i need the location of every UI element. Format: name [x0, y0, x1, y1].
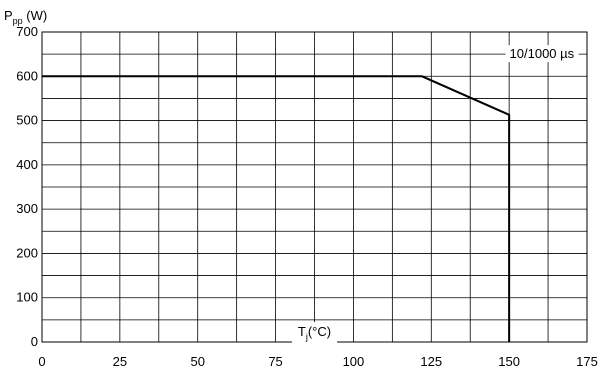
- pulse-annotation: 10/1000 µs: [510, 46, 575, 61]
- y-tick-label: 700: [16, 24, 38, 39]
- annotation-background: [505, 45, 579, 63]
- y-axis-label: Ppp (W): [4, 8, 47, 26]
- y-tick-label: 200: [16, 245, 38, 260]
- derating-curve: [42, 75, 511, 342]
- y-tick-label: 0: [31, 334, 38, 349]
- x-tick-labels: 0 25 50 75 100 125 150 175: [38, 354, 597, 369]
- x-tick-label: 175: [576, 354, 598, 369]
- y-tick-label: 500: [16, 113, 38, 128]
- x-tick-label: 0: [38, 354, 45, 369]
- series-layer: [42, 75, 511, 342]
- x-tick-label: 50: [190, 354, 204, 369]
- x-tick-label: 25: [113, 354, 127, 369]
- x-tick-label: 125: [420, 354, 442, 369]
- x-axis-label: Tj(°C): [298, 324, 331, 342]
- x-tick-label: 150: [498, 354, 520, 369]
- y-tick-label: 300: [16, 201, 38, 216]
- y-tick-label: 400: [16, 157, 38, 172]
- x-tick-label: 75: [268, 354, 282, 369]
- grid: [42, 32, 587, 342]
- y-tick-labels: 0 100 200 300 400 500 600 700: [16, 24, 38, 349]
- x-axis-label-background: [291, 322, 338, 345]
- y-tick-label: 600: [16, 68, 38, 83]
- x-tick-label: 100: [343, 354, 365, 369]
- y-tick-label: 100: [16, 290, 38, 305]
